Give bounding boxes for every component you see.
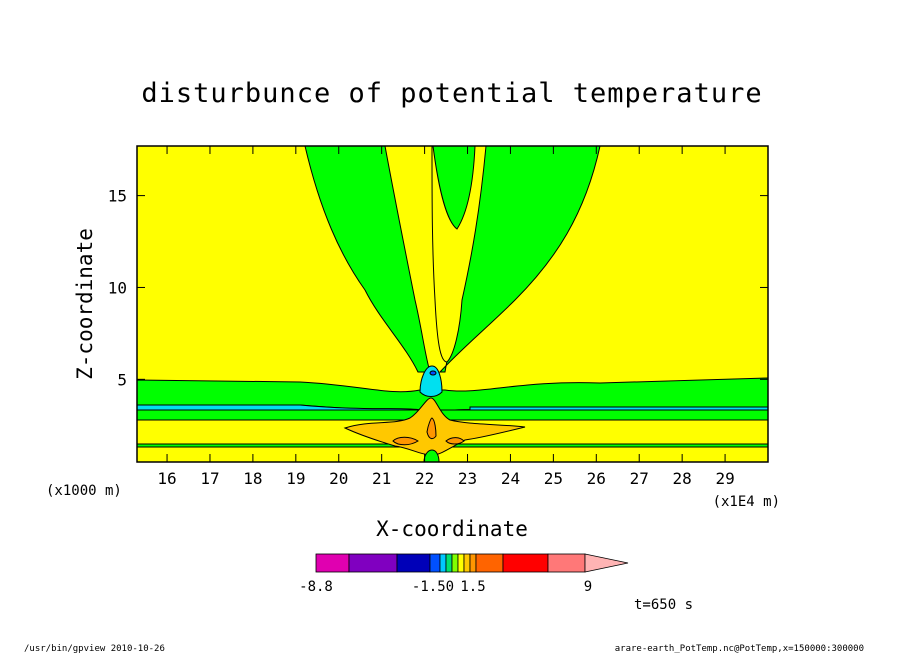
contour-spot-center <box>426 417 437 440</box>
colorbar-swatch <box>547 553 586 573</box>
colorbar-swatch <box>457 553 465 573</box>
x-tick-label: 17 <box>200 469 219 488</box>
colorbar-swatch <box>396 553 431 573</box>
colorbar-swatch <box>463 553 471 573</box>
x-tick-label: 20 <box>329 469 348 488</box>
footer-left: /usr/bin/gpview 2010-10-26 <box>24 644 165 654</box>
x-tick-label: 26 <box>587 469 606 488</box>
contour-band-lower <box>136 409 769 421</box>
colorbar-swatch <box>348 553 398 573</box>
y-axis-unit: (x1000 m) <box>46 483 122 499</box>
colorbar-swatch <box>439 553 447 573</box>
y-axis-label: Z-coordinate <box>73 228 97 380</box>
y-tick-label: 5 <box>117 370 127 389</box>
colorbar-label-max: 9 <box>584 579 592 595</box>
contour-field <box>136 145 769 463</box>
y-tick-label: 15 <box>108 187 127 206</box>
x-tick-label: 19 <box>286 469 305 488</box>
x-tick-label: 24 <box>501 469 520 488</box>
colorbar-swatch <box>451 553 459 573</box>
contour-blob-core <box>429 370 437 376</box>
colorbar-arrow <box>584 553 629 573</box>
contour-finger <box>432 145 476 230</box>
x-tick-label: 27 <box>630 469 649 488</box>
y-tick-label: 10 <box>108 278 127 297</box>
x-tick-label: 29 <box>715 469 734 488</box>
x-axis-ticks: 16 17 18 19 20 21 22 23 24 25 26 27 28 29 <box>157 146 735 488</box>
colorbar-label-neg: -1.50 <box>412 579 454 595</box>
x-tick-label: 21 <box>372 469 391 488</box>
y-axis-ticks: 5 10 15 <box>108 187 768 389</box>
colorbar-label-pos: 1.5 <box>460 579 485 595</box>
x-tick-label: 18 <box>243 469 262 488</box>
colorbar-swatch <box>475 553 504 573</box>
colorbar-swatch <box>502 553 549 573</box>
x-tick-label: 28 <box>673 469 692 488</box>
colorbar-swatch <box>429 553 441 573</box>
time-label: t=650 s <box>634 597 693 613</box>
colorbar-swatch <box>469 553 477 573</box>
colorbar-swatch <box>445 553 453 573</box>
x-axis-unit: (x1E4 m) <box>713 494 780 510</box>
x-tick-label: 23 <box>458 469 477 488</box>
footer-right: arare-earth_PotTemp.nc@PotTemp,x=150000:… <box>615 644 864 654</box>
colorbar-swatch <box>315 553 350 573</box>
x-tick-label: 22 <box>415 469 434 488</box>
contour-blob-cyan <box>419 365 443 397</box>
contour-spot-right <box>445 437 465 445</box>
x-axis-label: X-coordinate <box>376 517 528 541</box>
colorbar <box>315 553 629 573</box>
x-tick-label: 16 <box>157 469 176 488</box>
colorbar-label-min: -8.8 <box>299 579 333 595</box>
chart-title: disturbunce of potential temperature <box>141 78 762 109</box>
x-tick-label: 25 <box>544 469 563 488</box>
plot-frame <box>136 145 769 463</box>
contour-spot-left <box>392 436 419 446</box>
